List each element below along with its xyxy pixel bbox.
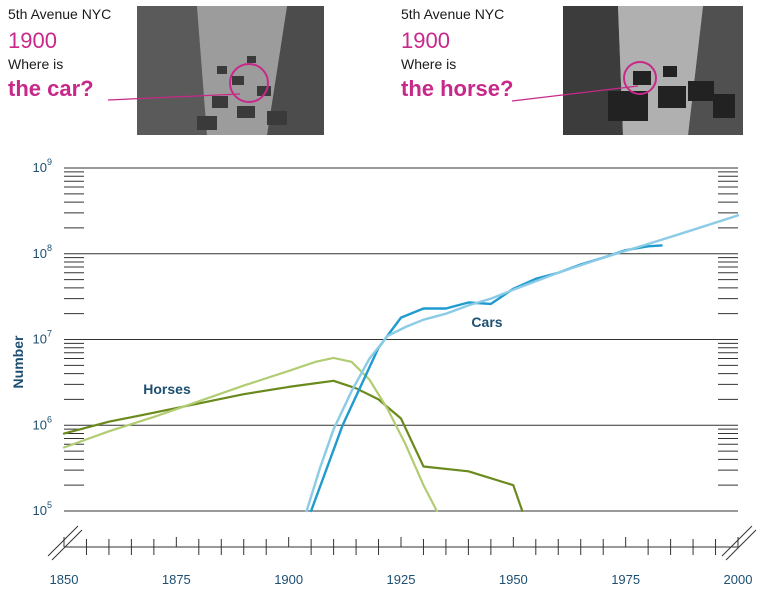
x-tick-label: 1975: [611, 572, 640, 587]
y-tick-label: 108: [33, 243, 52, 261]
y-axis-labels: 105 106 107 108 109: [33, 157, 52, 518]
x-tick-label: 2000: [724, 572, 753, 587]
label-cars: Cars: [471, 314, 502, 330]
grid: [64, 167, 738, 512]
x-tick-label: 1900: [274, 572, 303, 587]
panel-car-caption: 5th Avenue NYC 1900 Where is the car?: [8, 6, 111, 102]
series-line-horses-light: [62, 356, 438, 513]
x-tick-label: 1950: [499, 572, 528, 587]
y-tick-label: 109: [33, 157, 52, 175]
y-axis-title: Number: [10, 335, 26, 388]
axis-break-mark: [725, 529, 757, 561]
series-lines: [62, 214, 740, 513]
y-tick-label: 105: [33, 500, 52, 518]
panel-question-prefix: Where is: [401, 56, 457, 72]
axis-break-mark: [47, 525, 79, 557]
panel-question: the horse?: [401, 76, 514, 101]
y-tick-label: 107: [33, 329, 52, 347]
x-axis: 1850 1875 1900 1925 1950 1975 2000: [47, 525, 757, 587]
photo-illustration: [563, 6, 743, 135]
panel-question-prefix: Where is: [8, 56, 64, 72]
panel-horse-caption: 5th Avenue NYC 1900 Where is the horse?: [401, 6, 513, 102]
x-tick-label: 1875: [162, 572, 191, 587]
street-photo-1900-horses: [137, 6, 324, 135]
panel-location: 5th Avenue NYC: [8, 6, 112, 22]
panel-year: 1900: [8, 28, 57, 53]
y-tick-label: 106: [33, 414, 52, 432]
panel-question: the car?: [8, 76, 94, 101]
callout-line-car: [107, 93, 241, 101]
panel-year: 1900: [401, 28, 450, 53]
photo-illustration: [137, 6, 324, 135]
x-tick-label: 1850: [50, 572, 79, 587]
series-line-cars-light: [305, 214, 740, 513]
panel-location: 5th Avenue NYC: [401, 6, 505, 22]
series-line-cars-dark: [309, 244, 663, 513]
street-photo-1900-cars: [563, 6, 743, 135]
label-horses: Horses: [143, 381, 191, 397]
x-tick-label: 1925: [387, 572, 416, 587]
axis-break-mark: [721, 525, 753, 557]
callout-line-horse: [511, 85, 639, 102]
series-line-horses-dark: [62, 379, 524, 513]
axis-break-mark: [51, 529, 83, 561]
